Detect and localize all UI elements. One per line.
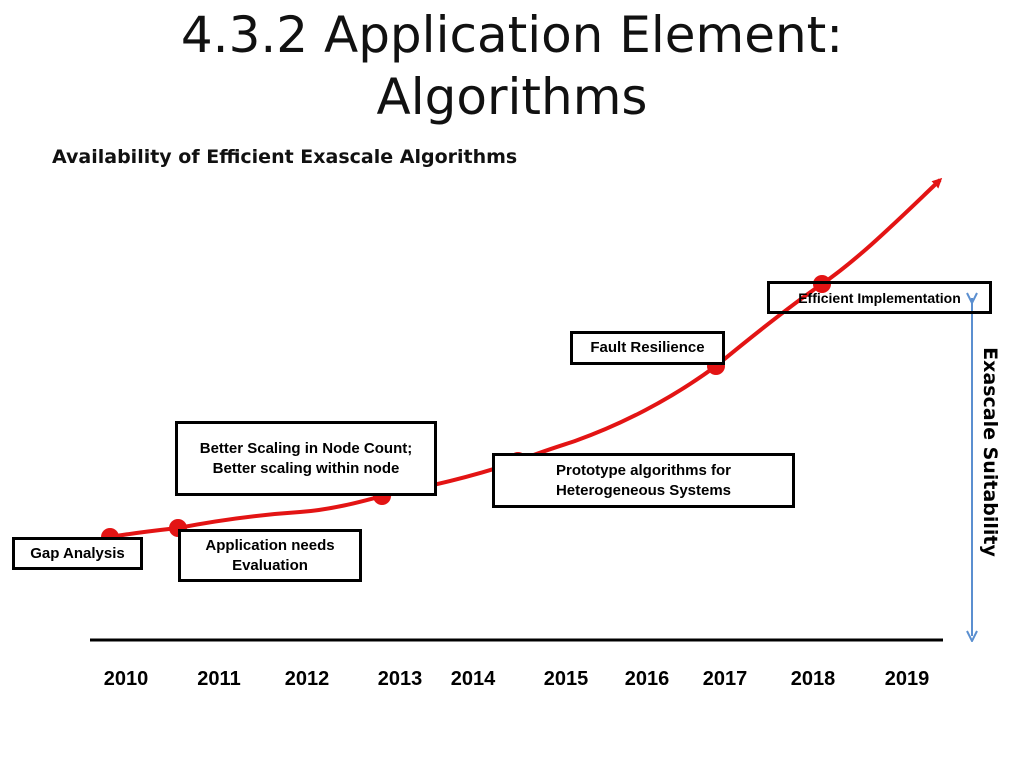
milestone-box-better-scaling: Better Scaling in Node Count; Better sca… (175, 421, 437, 496)
milestone-dot-efficient-implementation (813, 275, 831, 293)
milestone-box-gap-analysis: Gap Analysis (12, 537, 143, 570)
milestone-label-fault-resilience: Fault Resilience (590, 339, 705, 356)
year-label: 2018 (790, 668, 836, 690)
milestone-label-gap-analysis: Gap Analysis (30, 544, 125, 562)
milestone-box-prototype-algorithms: Prototype algorithms for Heterogeneous S… (492, 453, 795, 508)
milestone-label-efficient-implementation: Efficient Implementation (798, 289, 961, 306)
year-label: 2010 (103, 668, 149, 690)
year-label: 2017 (702, 668, 748, 690)
milestone-label-prototype-algorithms: Prototype algorithms for Heterogeneous S… (555, 461, 732, 499)
year-label: 2019 (884, 668, 930, 690)
diagram-subtitle: Availability of Efficient Exascale Algor… (52, 146, 518, 168)
year-label: 2011 (197, 668, 241, 690)
year-label: 2012 (284, 668, 330, 690)
year-label: 2015 (543, 668, 589, 690)
year-label: 2016 (624, 668, 670, 690)
slide-title: 4.3.2 Application Element: Algorithms (0, 4, 1024, 128)
milestone-box-application-needs-evaluation: Application needs Evaluation (178, 529, 362, 582)
year-label: 2014 (450, 668, 496, 690)
slide-title-line-1: 4.3.2 Application Element: (180, 6, 844, 64)
milestone-box-efficient-implementation: Efficient Implementation (767, 281, 992, 314)
milestone-label-application-needs-evaluation: Application needs Evaluation (205, 536, 335, 574)
milestone-box-fault-resilience: Fault Resilience (570, 331, 725, 365)
milestone-label-better-scaling: Better Scaling in Node Count; Better sca… (199, 439, 413, 477)
year-label: 2013 (377, 668, 423, 690)
slide-title-line-2: Algorithms (376, 68, 648, 126)
exascale-suitability-label: Exascale Suitability (979, 347, 1001, 557)
